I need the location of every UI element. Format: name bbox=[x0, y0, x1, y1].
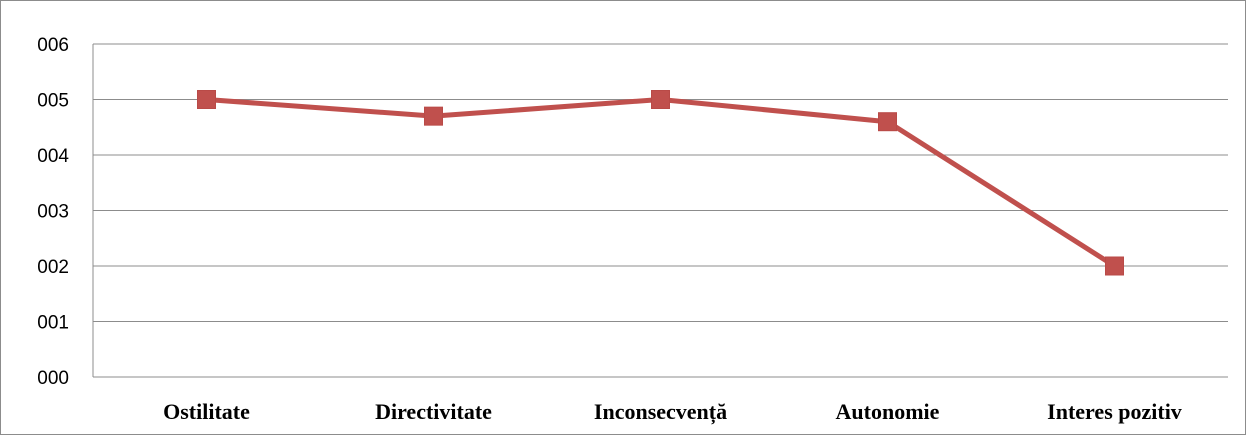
y-tick-label: 002 bbox=[37, 257, 69, 278]
y-tick-label: 000 bbox=[37, 368, 69, 389]
series-line bbox=[206, 97, 1116, 269]
axes bbox=[92, 44, 1228, 378]
data-point-marker bbox=[651, 90, 670, 109]
x-tick-label: Interes pozitiv bbox=[1047, 399, 1182, 424]
y-tick-label: 004 bbox=[37, 146, 69, 167]
gridlines bbox=[93, 43, 1228, 322]
data-point-marker bbox=[1105, 256, 1124, 276]
x-tick-label: Autonomie bbox=[836, 399, 940, 424]
x-tick-label: Directivitate bbox=[375, 399, 492, 424]
y-tick-label: 006 bbox=[37, 35, 69, 56]
y-tick-label: 001 bbox=[37, 313, 69, 334]
x-tick-label: Inconsecvență bbox=[594, 399, 727, 425]
y-tick-label: 003 bbox=[37, 202, 69, 223]
series-layer bbox=[197, 90, 1124, 276]
y-tick-label: 005 bbox=[37, 91, 69, 112]
data-point-marker bbox=[197, 90, 216, 109]
x-tick-labels: Ostilitate Directivitate Inconsecvență Auto… bbox=[163, 399, 1182, 425]
x-tick-label: Ostilitate bbox=[163, 399, 250, 424]
y-tick-labels: 000 001 002 003 004 005 006 bbox=[37, 35, 69, 389]
data-point-marker bbox=[878, 112, 897, 132]
data-point-marker bbox=[424, 106, 443, 126]
